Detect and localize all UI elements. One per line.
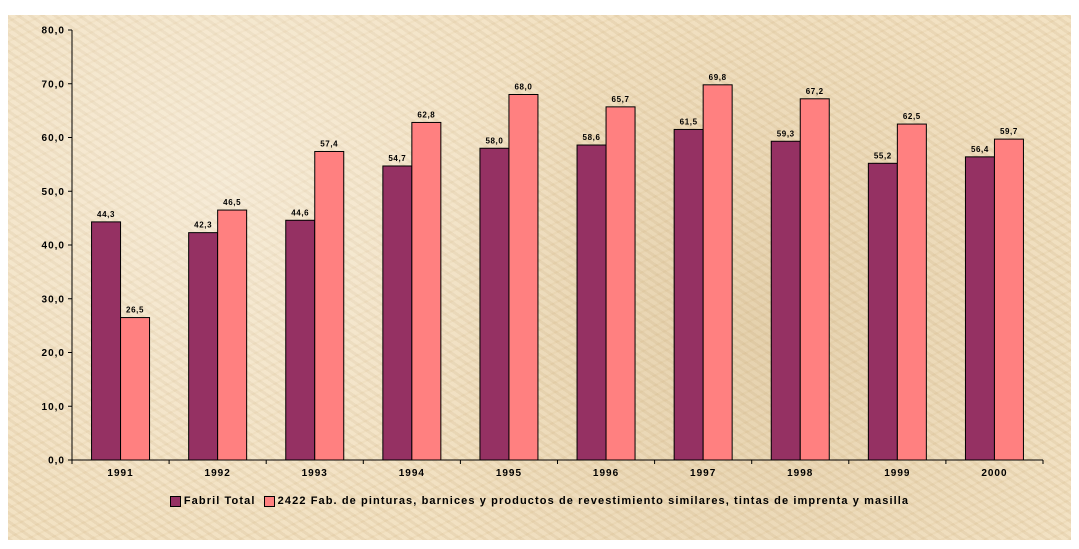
data-label: 69,8 [709, 73, 727, 82]
bar-2422-1994 [411, 121, 442, 461]
y-tick-label: 10,0 [42, 402, 65, 413]
data-label: 59,3 [777, 129, 795, 138]
y-tick-label: 20,0 [42, 348, 65, 359]
data-label: 55,2 [874, 151, 892, 160]
bar-fabril-total-1995 [479, 147, 510, 461]
x-tick-label: 1996 [593, 468, 619, 479]
bar-fabril-total-1998 [770, 140, 801, 461]
data-label: 56,4 [971, 145, 989, 154]
legend: Fabril Total 2422 Fab. de pinturas, barn… [0, 495, 1079, 510]
x-tick-label: 1992 [205, 468, 231, 479]
data-label: 58,0 [485, 136, 503, 145]
bar-fabril-total-2000 [964, 156, 995, 461]
legend-swatch-2422 [263, 495, 275, 507]
legend-label-2422: 2422 Fab. de pinturas, barnices y produc… [277, 495, 910, 507]
data-label: 57,4 [320, 139, 338, 148]
data-label: 68,0 [514, 83, 532, 92]
y-tick-label: 70,0 [42, 79, 65, 90]
data-label: 62,5 [903, 112, 921, 121]
bar-2422-1999 [896, 123, 927, 461]
bar-fabril-total-1992 [188, 232, 219, 461]
bar-fabril-total-1999 [867, 162, 898, 461]
x-tick-label: 1995 [496, 468, 522, 479]
y-tick-label: 0,0 [48, 456, 65, 467]
bar-2422-1996 [605, 106, 636, 461]
legend-item-fabril-total: Fabril Total [169, 495, 256, 507]
data-label: 62,8 [417, 110, 435, 119]
data-label: 42,3 [194, 221, 212, 230]
bar-fabril-total-1996 [576, 144, 607, 461]
bar-2422-1993 [314, 150, 345, 461]
legend-label-fabril-total: Fabril Total [183, 495, 256, 507]
bar-fabril-total-1993 [285, 219, 316, 461]
data-label: 44,3 [97, 210, 115, 219]
bar-fabril-total-1991 [91, 221, 122, 461]
data-label: 44,6 [291, 208, 309, 217]
bar-2422-1998 [799, 98, 830, 461]
data-label: 65,7 [612, 95, 630, 104]
bar-2422-1997 [702, 84, 733, 461]
y-tick-label: 30,0 [42, 294, 65, 305]
bar-2422-2000 [993, 138, 1024, 461]
data-label: 67,2 [806, 87, 824, 96]
bar-2422-1995 [508, 94, 539, 461]
y-tick-label: 50,0 [42, 187, 65, 198]
bar-2422-1991 [120, 317, 151, 461]
legend-item-2422: 2422 Fab. de pinturas, barnices y produc… [263, 495, 910, 507]
x-tick-label: 1994 [399, 468, 425, 479]
data-label: 58,6 [583, 133, 601, 142]
data-label: 54,7 [388, 154, 406, 163]
data-label: 26,5 [126, 306, 144, 315]
x-tick-label: 1991 [107, 468, 133, 479]
data-label: 61,5 [680, 117, 698, 126]
x-tick-label: 1997 [690, 468, 716, 479]
y-tick-label: 40,0 [42, 241, 65, 252]
bar-2422-1992 [217, 209, 248, 461]
x-tick-label: 2000 [981, 468, 1007, 479]
data-label: 59,7 [1000, 127, 1018, 136]
x-tick-label: 1999 [884, 468, 910, 479]
x-tick-label: 1998 [787, 468, 813, 479]
y-tick-label: 60,0 [42, 133, 65, 144]
data-label: 46,5 [223, 198, 241, 207]
legend-swatch-fabril-total [169, 495, 181, 507]
bar-fabril-total-1994 [382, 165, 413, 461]
y-tick-label: 80,0 [42, 26, 65, 37]
bar-fabril-total-1997 [673, 128, 704, 461]
x-tick-label: 1993 [302, 468, 328, 479]
